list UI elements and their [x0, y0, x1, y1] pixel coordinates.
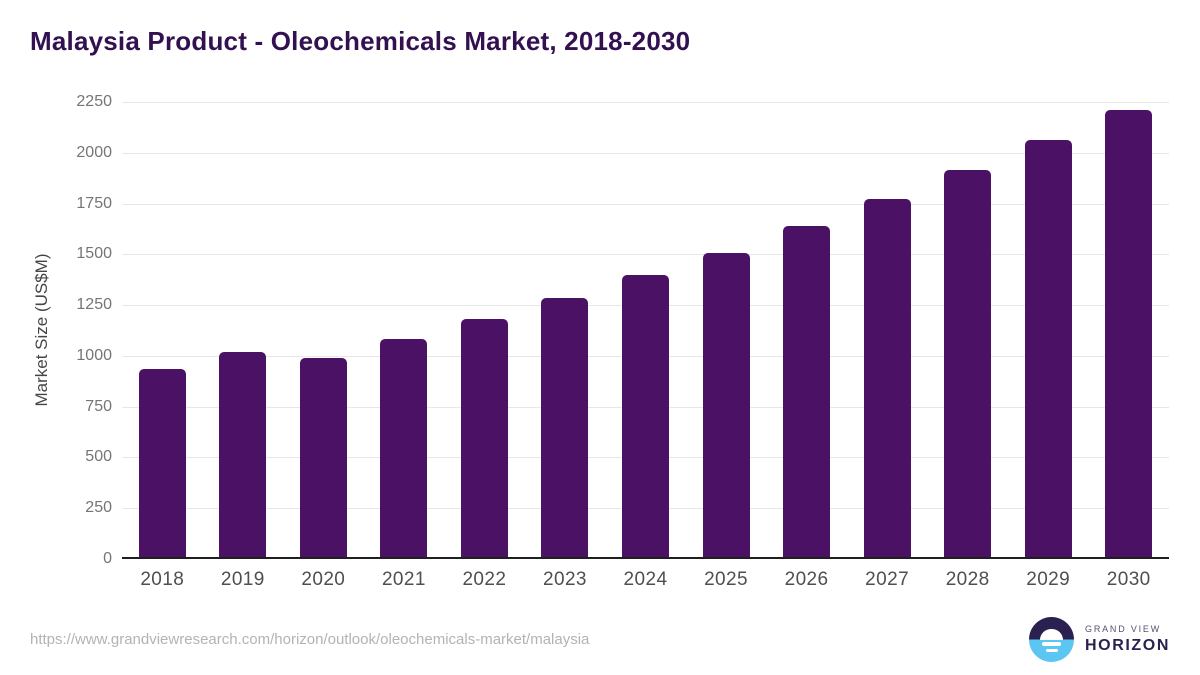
bar-2023 — [541, 298, 589, 559]
y-tick-label-250: 250 — [85, 499, 112, 517]
x-tick-label-2027: 2027 — [865, 569, 910, 590]
gridline-2000 — [122, 152, 1169, 154]
x-tick-label-2018: 2018 — [140, 569, 185, 590]
bar-2025 — [702, 252, 750, 559]
sun-reflection-line — [1042, 642, 1062, 646]
horizon-sunrise-icon — [1029, 617, 1075, 662]
y-tick-label-0: 0 — [103, 550, 112, 567]
bar-2020 — [299, 357, 347, 559]
source-url: https://www.grandviewresearch.com/horizo… — [30, 631, 590, 648]
y-axis-title: Market Size (US$M) — [32, 253, 51, 407]
x-tick-label-2028: 2028 — [945, 569, 990, 590]
x-tick-label-2019: 2019 — [220, 569, 265, 590]
y-tick-label-1750: 1750 — [76, 194, 112, 212]
x-tick-label-2026: 2026 — [784, 569, 829, 590]
y-tick-label-2000: 2000 — [76, 143, 112, 161]
bar-2024 — [622, 275, 669, 559]
y-tick-label-1500: 1500 — [76, 245, 112, 263]
y-tick-label-500: 500 — [85, 448, 112, 466]
bar-2022 — [460, 319, 508, 559]
y-tick-label-2250: 2250 — [76, 93, 112, 110]
bar-2027 — [863, 198, 911, 559]
sun-icon — [1040, 628, 1064, 640]
y-tick-label-1000: 1000 — [76, 346, 112, 364]
x-tick-label-2021: 2021 — [381, 569, 426, 590]
bar-2019 — [219, 352, 267, 559]
logo-product-name: HORIZON — [1085, 637, 1170, 654]
gridline-1500 — [122, 254, 1169, 256]
bar-2026 — [783, 225, 831, 559]
x-tick-label-2029: 2029 — [1026, 569, 1071, 590]
x-tick-label-2022: 2022 — [462, 569, 507, 590]
bar-2028 — [944, 170, 992, 559]
sun-reflection-line — [1045, 648, 1058, 652]
plot-area — [122, 102, 1169, 559]
bar-2029 — [1024, 140, 1072, 559]
gridline-1750 — [122, 203, 1169, 205]
bar-2021 — [380, 339, 428, 559]
x-axis-line — [122, 557, 1169, 559]
bar-2018 — [138, 369, 186, 559]
bar-2030 — [1105, 109, 1153, 559]
logo-text: GRAND VIEW HORIZON — [1085, 624, 1170, 655]
x-tick-label-2020: 2020 — [301, 569, 346, 590]
brand-logo: GRAND VIEW HORIZON — [1029, 617, 1170, 662]
x-tick-label-2024: 2024 — [623, 569, 668, 590]
x-tick-label-2025: 2025 — [704, 569, 748, 590]
x-tick-label-2023: 2023 — [543, 569, 587, 590]
chart-title: Malaysia Product - Oleochemicals Market,… — [30, 26, 691, 56]
x-tick-label-2030: 2030 — [1106, 569, 1151, 590]
gridline-2250 — [122, 102, 1169, 103]
y-tick-label-1250: 1250 — [76, 296, 112, 314]
y-tick-label-750: 750 — [85, 397, 112, 415]
logo-brand-name: GRAND VIEW — [1085, 624, 1162, 634]
